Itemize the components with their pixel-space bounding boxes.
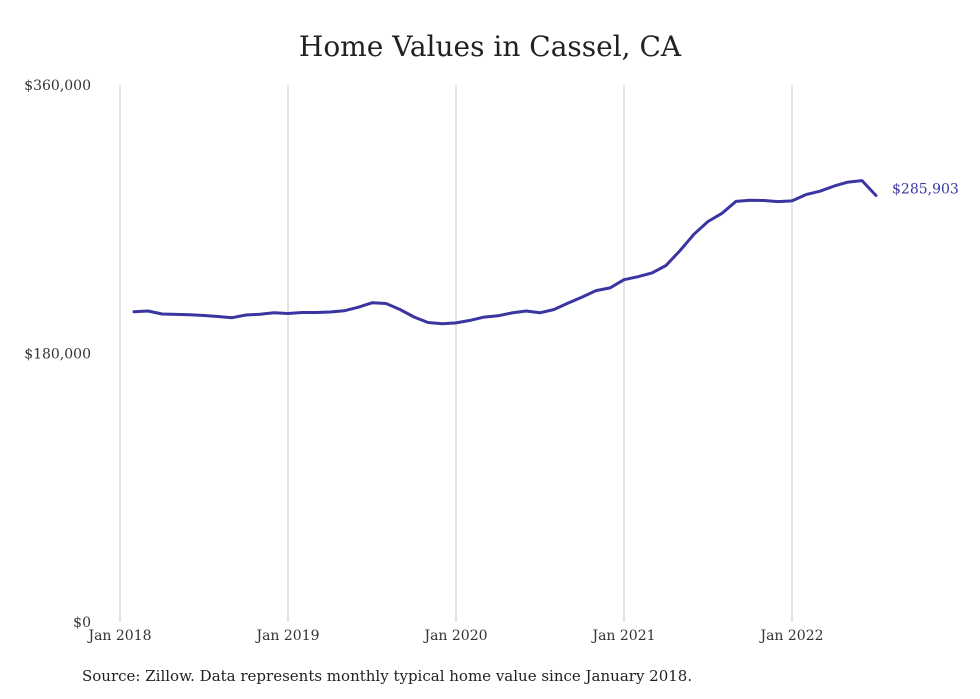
y-tick-label: $360,000 [24, 78, 91, 94]
axis-labels: Jan 2018 Jan 2019 Jan 2020 Jan 2021 Jan 2022… [24, 78, 823, 644]
x-tick-label: Jan 2021 [590, 628, 655, 644]
series-line [132, 179, 878, 326]
source-note: Source: Zillow. Data represents monthly … [82, 667, 693, 685]
end-value-label: $285,903 [892, 182, 959, 198]
x-tick-label: Jan 2018 [86, 628, 151, 644]
x-tick-label: Jan 2020 [422, 628, 487, 644]
x-tick-label: Jan 2019 [254, 628, 319, 644]
vertical-gridlines [119, 85, 793, 622]
y-tick-label: $0 [73, 615, 91, 631]
y-tick-label: $180,000 [24, 347, 91, 363]
chart-title: Home Values in Cassel, CA [298, 30, 682, 63]
series-layer: $285,903 [132, 179, 959, 326]
x-tick-label: Jan 2022 [758, 628, 823, 644]
